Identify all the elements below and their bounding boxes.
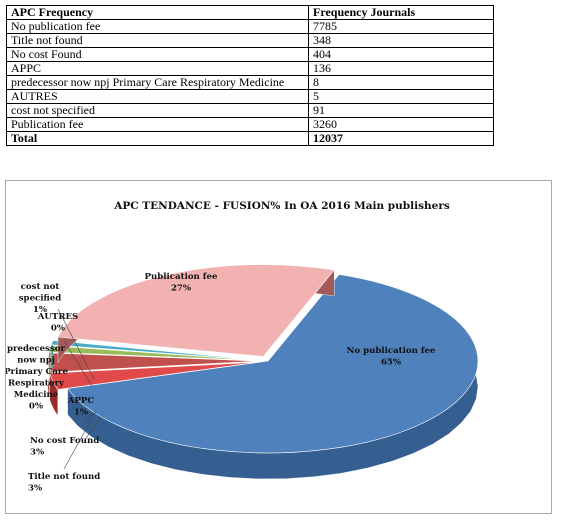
leader-line — [57, 308, 95, 380]
slice-percent: 3% — [30, 448, 44, 458]
slice-label-line: now npj — [17, 356, 55, 366]
leader-line — [83, 416, 102, 442]
table-row: predecessor now npj Primary Care Respira… — [6, 75, 494, 90]
slice-label: No cost Found 3% — [30, 436, 99, 458]
pie-slice — [50, 340, 259, 361]
table-row: No cost Found 404 — [6, 47, 494, 62]
slice-label: APPC 1% — [67, 396, 95, 418]
slice-label-line: predecessor — [7, 344, 66, 354]
table-cell-category: APPC — [6, 61, 309, 76]
slice-label-line: Publication fee — [145, 272, 218, 282]
pie-slice-group — [67, 274, 479, 480]
table-total-row: Total 12037 — [6, 131, 494, 146]
slice-percent: 0% — [51, 324, 65, 334]
table-cell-count: 136 — [308, 61, 494, 76]
slice-label: Title not found 3% — [28, 472, 100, 494]
pie-slice-group — [50, 340, 259, 371]
slice-percent: 1% — [33, 305, 47, 315]
table-row: AUTRES 5 — [6, 89, 494, 104]
pie-slice-group — [49, 361, 259, 417]
table-cell-count: 91 — [308, 103, 494, 118]
chart-frame: APC TENDANCE - FUSION% In OA 2016 Main p… — [5, 180, 552, 514]
leader-line — [83, 412, 95, 422]
table-cell-category: cost not specified — [6, 103, 309, 118]
pie-slice — [57, 264, 335, 357]
table-cell-count: 404 — [308, 47, 494, 62]
slice-label-line: No publication fee — [346, 346, 436, 356]
slice-label: No publication fee 65% — [346, 346, 436, 368]
total-value: 12037 — [308, 131, 494, 146]
slice-percent: 1% — [74, 408, 88, 418]
slice-label-line: No cost Found — [30, 436, 99, 446]
table-row: APPC 136 — [6, 61, 494, 76]
slice-label-line: Primary Care — [6, 367, 68, 377]
table-cell-count: 348 — [308, 33, 494, 48]
table-cell-category: predecessor now npj Primary Care Respira… — [6, 75, 309, 90]
slice-label-line: cost not — [21, 282, 60, 292]
slice-label: predecessor now npj Primary Care Respirator… — [6, 344, 68, 412]
slice-label-line: AUTRES — [37, 312, 78, 322]
table-cell-category: AUTRES — [6, 89, 309, 104]
total-label: Total — [6, 131, 309, 146]
slice-label-line: Medicine — [14, 390, 59, 400]
column-header-frequency: Frequency Journals — [308, 5, 494, 20]
table-cell-count: 7785 — [308, 19, 494, 34]
table-cell-count: 5 — [308, 89, 494, 104]
slice-percent: 65% — [381, 358, 401, 368]
column-header-apc: APC Frequency — [6, 5, 309, 20]
table-cell-category: Title not found — [6, 33, 309, 48]
slice-percent: 27% — [171, 284, 191, 294]
slice-label-line: specified — [19, 294, 62, 304]
slice-label-line: APPC — [67, 396, 95, 406]
pie-slice-group — [57, 264, 335, 364]
slice-percent: 3% — [28, 484, 42, 494]
table-cell-category: No cost Found — [6, 47, 309, 62]
table-row: No publication fee 7785 — [6, 19, 494, 34]
pie-slice — [67, 274, 479, 454]
leader-line — [63, 410, 97, 470]
table-row: Title not found 348 — [6, 33, 494, 48]
chart-title: APC TENDANCE - FUSION% In OA 2016 Main p… — [113, 200, 450, 212]
slice-label: cost not specified 1% — [19, 282, 62, 315]
frequency-table: APC Frequency Frequency Journals No publ… — [6, 5, 494, 146]
slice-label-line: Respiratory — [8, 379, 65, 389]
table-row: Publication fee 3260 — [6, 117, 494, 132]
table-row: cost not specified 91 — [6, 103, 494, 118]
slice-percent: 0% — [29, 402, 43, 412]
slice-label: Publication fee 27% — [145, 272, 218, 294]
table-cell-category: No publication fee — [6, 19, 309, 34]
pie-chart: APC TENDANCE - FUSION% In OA 2016 Main p… — [6, 200, 479, 494]
slice-label-line: Title not found — [28, 472, 100, 482]
table-cell-count: 8 — [308, 75, 494, 90]
table-header-row: APC Frequency Frequency Journals — [6, 5, 494, 20]
table-cell-count: 3260 — [308, 117, 494, 132]
slice-label: AUTRES 0% — [37, 312, 78, 334]
table-cell-category: Publication fee — [6, 117, 309, 132]
leader-line — [63, 340, 93, 387]
